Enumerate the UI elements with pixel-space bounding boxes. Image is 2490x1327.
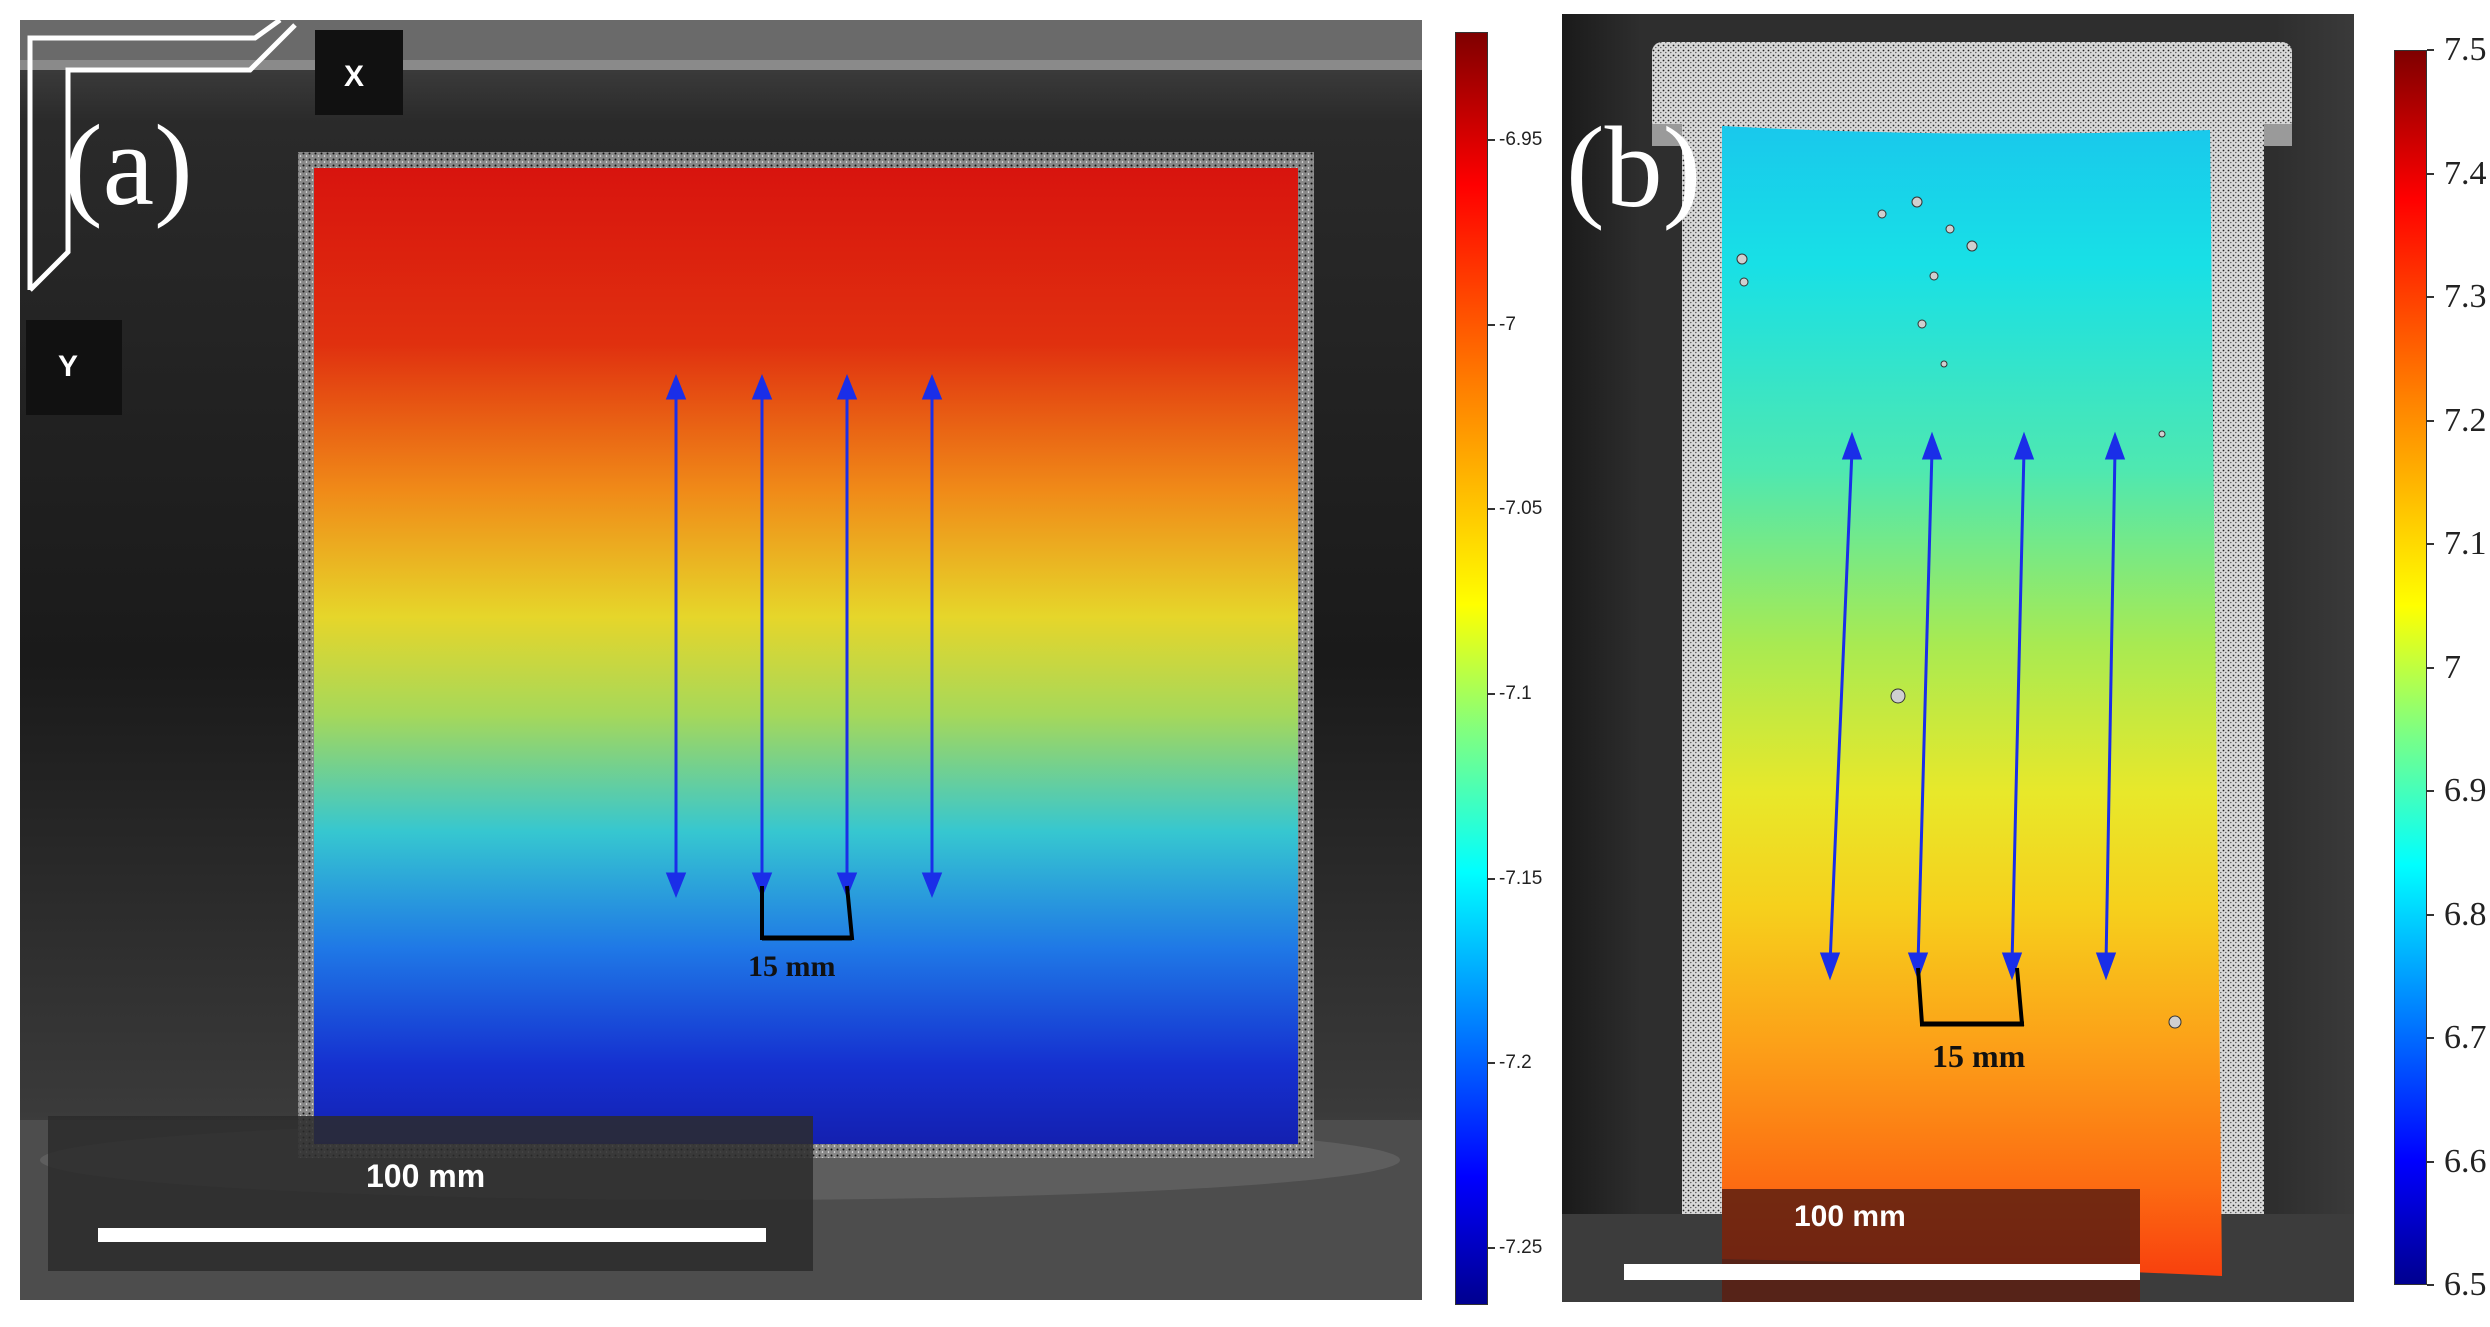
panel-a-scale-bar <box>98 1228 766 1242</box>
panel-b-colorbar-tick: 7.1 <box>2444 525 2487 562</box>
panel-a-gauge-spacing: 15 mm <box>748 950 836 983</box>
panel-b-colorbar-tick: 6.8 <box>2444 895 2487 933</box>
panel-a-colorbar-gradient <box>1455 32 1488 1305</box>
panel-b-colorbar-tick: 7 <box>2444 648 2461 686</box>
panel-b-colorbar-tick: 7.3 <box>2444 278 2487 315</box>
panel-a-axis-y-label: Y <box>58 350 79 383</box>
panel-b-colorbar-tick: 7.5 <box>2444 31 2487 68</box>
panel-b-label: (b) <box>1566 104 1702 232</box>
panel-a-colorbar-tick: -7.1 <box>1499 682 1532 704</box>
panel-b-scene <box>1562 14 2354 1302</box>
panel-a-colorbar-tick: -7.15 <box>1499 867 1543 889</box>
panel-a-colorbar-tick: -7.2 <box>1499 1052 1532 1074</box>
panel-b-gauge-spacing: 15 mm <box>1932 1038 2026 1074</box>
panel-b-photo: (b) 15 mm 100 mm <box>1562 14 2354 1302</box>
panel-b-colorbar-tick: 6.6 <box>2444 1142 2487 1180</box>
panel-b-colorbar-tick: 6.5 <box>2444 1266 2487 1303</box>
panel-a-colorbar-tick: -7.05 <box>1499 498 1543 520</box>
panel-a-strain-field <box>314 168 1298 1144</box>
panel-b-colorbar-gradient <box>2394 50 2427 1285</box>
panel-a-axis-x-label: X <box>344 60 365 93</box>
panel-b-colorbar-tick: 6.7 <box>2444 1019 2487 1056</box>
panel-a-label: (a) <box>64 102 193 230</box>
panel-b-strain-field <box>1722 126 2222 1276</box>
panel-a-scale-bar-label: 100 mm <box>366 1158 486 1194</box>
panel-a-colorbar-tick: -7.25 <box>1499 1236 1543 1258</box>
panel-b-scale-bar-label: 100 mm <box>1794 1200 1906 1233</box>
panel-b-colorbar-tick: 7.2 <box>2444 401 2487 439</box>
panel-a-colorbar: -6.95 -7 -7.05 -7.1 -7.15 -7.2 -7.25 <box>1455 32 1542 1305</box>
panel-b-colorbar: 7.5 7.4 7.3 7.2 7.1 7 6.9 6.8 6.7 6.6 6.… <box>2394 31 2487 1303</box>
panel-b-scale-bar <box>1624 1264 2140 1280</box>
panel-a-colorbar-tick: -7 <box>1499 313 1516 335</box>
panel-b-colorbar-tick: 7.4 <box>2444 154 2487 192</box>
panel-a-photo: (a) X Y 15 mm 100 mm <box>20 20 1422 1300</box>
panel-b-colorbar-tick: 6.9 <box>2444 772 2487 809</box>
panel-a-scene <box>20 20 1422 1300</box>
panel-a-colorbar-tick: -6.95 <box>1499 129 1543 151</box>
